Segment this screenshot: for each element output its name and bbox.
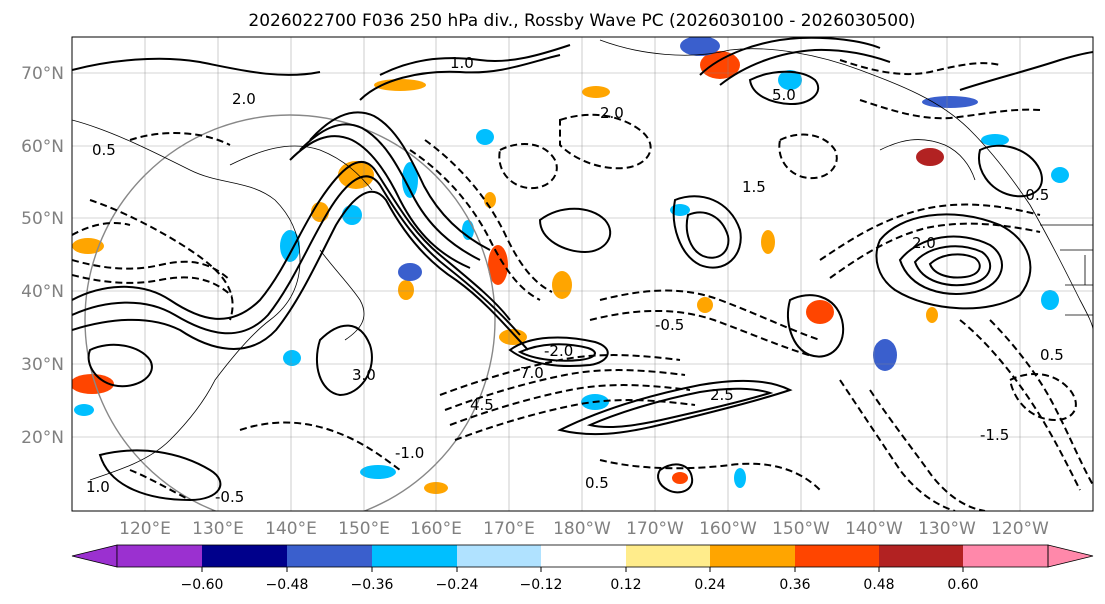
contour-label: 0.5 [585, 474, 609, 492]
colorbar-tick-label: 0.24 [694, 577, 725, 593]
contour-label: 0.5 [92, 141, 116, 159]
lon-tick-label: 170°W [626, 519, 684, 539]
colorbar-tick-label: −0.60 [181, 577, 224, 593]
contour-label: 4.5 [470, 396, 494, 414]
colorbar-tick-label: 0.36 [779, 577, 810, 593]
lon-tick-label: 130°E [192, 519, 244, 539]
contour-label: 1.0 [86, 478, 110, 496]
lon-tick-label: 160°W [699, 519, 757, 539]
colorbar-segment [457, 545, 541, 567]
lat-tick-label: 70°N [21, 64, 64, 84]
contour-label: -0.5 [215, 488, 244, 506]
map-title: 2026022700 F036 250 hPa div., Rossby Wav… [248, 11, 915, 31]
lon-tick-label: 120°W [991, 519, 1049, 539]
contour-label: 2.5 [710, 386, 734, 404]
lon-tick-label: 120°E [119, 519, 171, 539]
divergence-shading [72, 37, 1069, 494]
lat-tick-label: 40°N [21, 282, 64, 302]
lon-tick-label: 140°W [845, 519, 903, 539]
colorbar-outline [116, 544, 1049, 568]
lon-tick-label: 150°E [338, 519, 390, 539]
contour-label: -2.0 [544, 342, 573, 360]
lat-tick-label: 20°N [21, 428, 64, 448]
colorbar-tick-label: 0.48 [863, 577, 894, 593]
rossby-wave-contours [72, 37, 1093, 511]
coastlines [72, 39, 1093, 481]
colorbar-segment [879, 545, 963, 567]
contour-label: 5.0 [772, 86, 796, 104]
lat-tick-label: 60°N [21, 137, 64, 157]
contour-label: -0.5 [655, 316, 684, 334]
lon-tick-label: 160°E [410, 519, 462, 539]
contour-label: 7.0 [520, 364, 544, 382]
contour-label: 1.5 [742, 178, 766, 196]
colorbar-segment [626, 545, 710, 567]
colorbar-tick-label: −0.36 [351, 577, 394, 593]
colorbar-segment [372, 545, 457, 567]
contour-label: -0.5 [1020, 186, 1049, 204]
region-circle [84, 114, 496, 511]
colorbar-tick-label: −0.24 [436, 577, 479, 593]
colorbar-segment [541, 545, 626, 567]
lat-tick-label: 50°N [21, 209, 64, 229]
colorbar-segment [287, 545, 372, 567]
colorbar-tick-label: 0.12 [610, 577, 641, 593]
colorbar-segment [710, 545, 795, 567]
colorbar-segment [117, 545, 202, 567]
colorbar-tick-marks [201, 567, 964, 572]
lon-tick-label: 150°W [772, 519, 830, 539]
colorbar-segment [963, 545, 1048, 567]
contour-label: 2.0 [600, 104, 624, 122]
lon-tick-label: 140°E [265, 519, 317, 539]
contour-label: 1.0 [450, 54, 474, 72]
contour-label: 2.0 [232, 90, 256, 108]
map-panel: 2.0 1.0 0.5 -0.5 3.0 -1.0 1.5 -2.0 2.5 -… [71, 36, 1094, 512]
lon-tick-label: 170°E [483, 519, 535, 539]
colorbar-tick-label: −0.48 [266, 577, 309, 593]
latitude-ticks: 70°N 60°N 50°N 40°N 30°N 20°N [21, 64, 64, 448]
lat-tick-label: 30°N [21, 355, 64, 375]
contour-label: -1.0 [395, 444, 424, 462]
colorbar-tick-label: −0.12 [520, 577, 563, 593]
colorbar-segment [795, 545, 879, 567]
contour-label: 3.0 [352, 366, 376, 384]
colorbar-tick-label: 0.60 [947, 577, 978, 593]
contour-label: -1.5 [980, 426, 1009, 444]
negative-divergence-patches [74, 37, 1069, 488]
graticule [72, 37, 1093, 511]
contour-labels: 2.0 1.0 0.5 -0.5 3.0 -1.0 1.5 -2.0 2.5 -… [86, 54, 1064, 506]
colorbar-extend-max [1047, 544, 1094, 568]
positive-divergence-patches [72, 51, 944, 494]
contour-label: 2.0 [912, 234, 936, 252]
colorbar: −0.60 −0.48 −0.36 −0.24 −0.12 0.12 0.24 … [71, 544, 1094, 593]
colorbar-segment [202, 545, 287, 567]
contour-label: 0.5 [1040, 346, 1064, 364]
map-border [71, 36, 1094, 512]
lon-tick-label: 180°W [553, 519, 611, 539]
colorbar-extend-min [71, 544, 118, 568]
lon-tick-label: 130°W [918, 519, 976, 539]
longitude-ticks: 120°E 130°E 140°E 150°E 160°E 170°E 180°… [119, 519, 1049, 539]
